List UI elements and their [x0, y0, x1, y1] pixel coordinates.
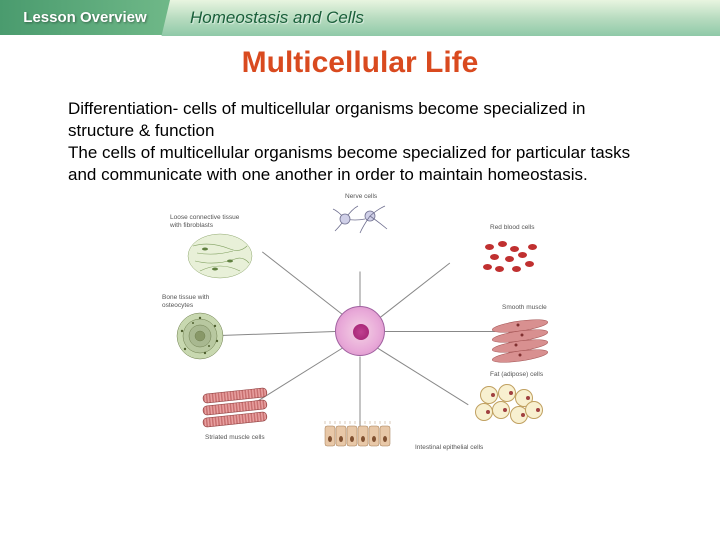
- connective-icon: [185, 231, 255, 281]
- fat-label: Fat (adipose) cells: [490, 371, 543, 378]
- striated-label: Striated muscle cells: [205, 434, 265, 441]
- fat-cells-icon: [470, 381, 540, 431]
- cell-diagram: Nerve cells Red blood cells Smooth muscl…: [150, 196, 570, 456]
- connective-label: Loose connective tissue with fibroblasts: [170, 214, 250, 228]
- spoke-l: [220, 331, 335, 336]
- spoke-tr: [375, 263, 450, 322]
- lesson-overview-label: Lesson Overview: [23, 9, 146, 26]
- header-left-panel: Lesson Overview: [0, 0, 170, 36]
- bone-icon: [165, 311, 235, 361]
- intestinal-label: Intestinal epithelial cells: [415, 444, 483, 451]
- smooth-label: Smooth muscle: [502, 304, 547, 311]
- header-right-panel: Homeostasis and Cells: [170, 8, 720, 28]
- intestinal-icon: [320, 421, 400, 451]
- spoke-r: [385, 331, 495, 332]
- striated-icon: [200, 386, 270, 431]
- body-line1: Differentiation- cells of multicellular …: [68, 99, 585, 140]
- spoke-tl: [262, 252, 345, 317]
- body-paragraph: Differentiation- cells of multicellular …: [0, 80, 720, 196]
- rbc-label: Red blood cells: [490, 224, 534, 231]
- nerve-cells-icon: [330, 201, 390, 236]
- slide-title-container: Multicellular Life: [0, 46, 720, 80]
- smooth-muscle-icon: [490, 316, 550, 366]
- bone-label: Bone tissue with osteocytes: [162, 294, 222, 308]
- spoke-b: [360, 357, 361, 427]
- body-line2: The cells of multicellular organisms bec…: [68, 143, 630, 184]
- header-bar: Lesson Overview Homeostasis and Cells: [0, 0, 720, 36]
- topic-label: Homeostasis and Cells: [190, 8, 364, 28]
- nerve-label: Nerve cells: [345, 193, 377, 200]
- rbc-icon: [480, 236, 550, 286]
- spoke-br: [375, 346, 469, 405]
- slide-title: Multicellular Life: [242, 46, 479, 79]
